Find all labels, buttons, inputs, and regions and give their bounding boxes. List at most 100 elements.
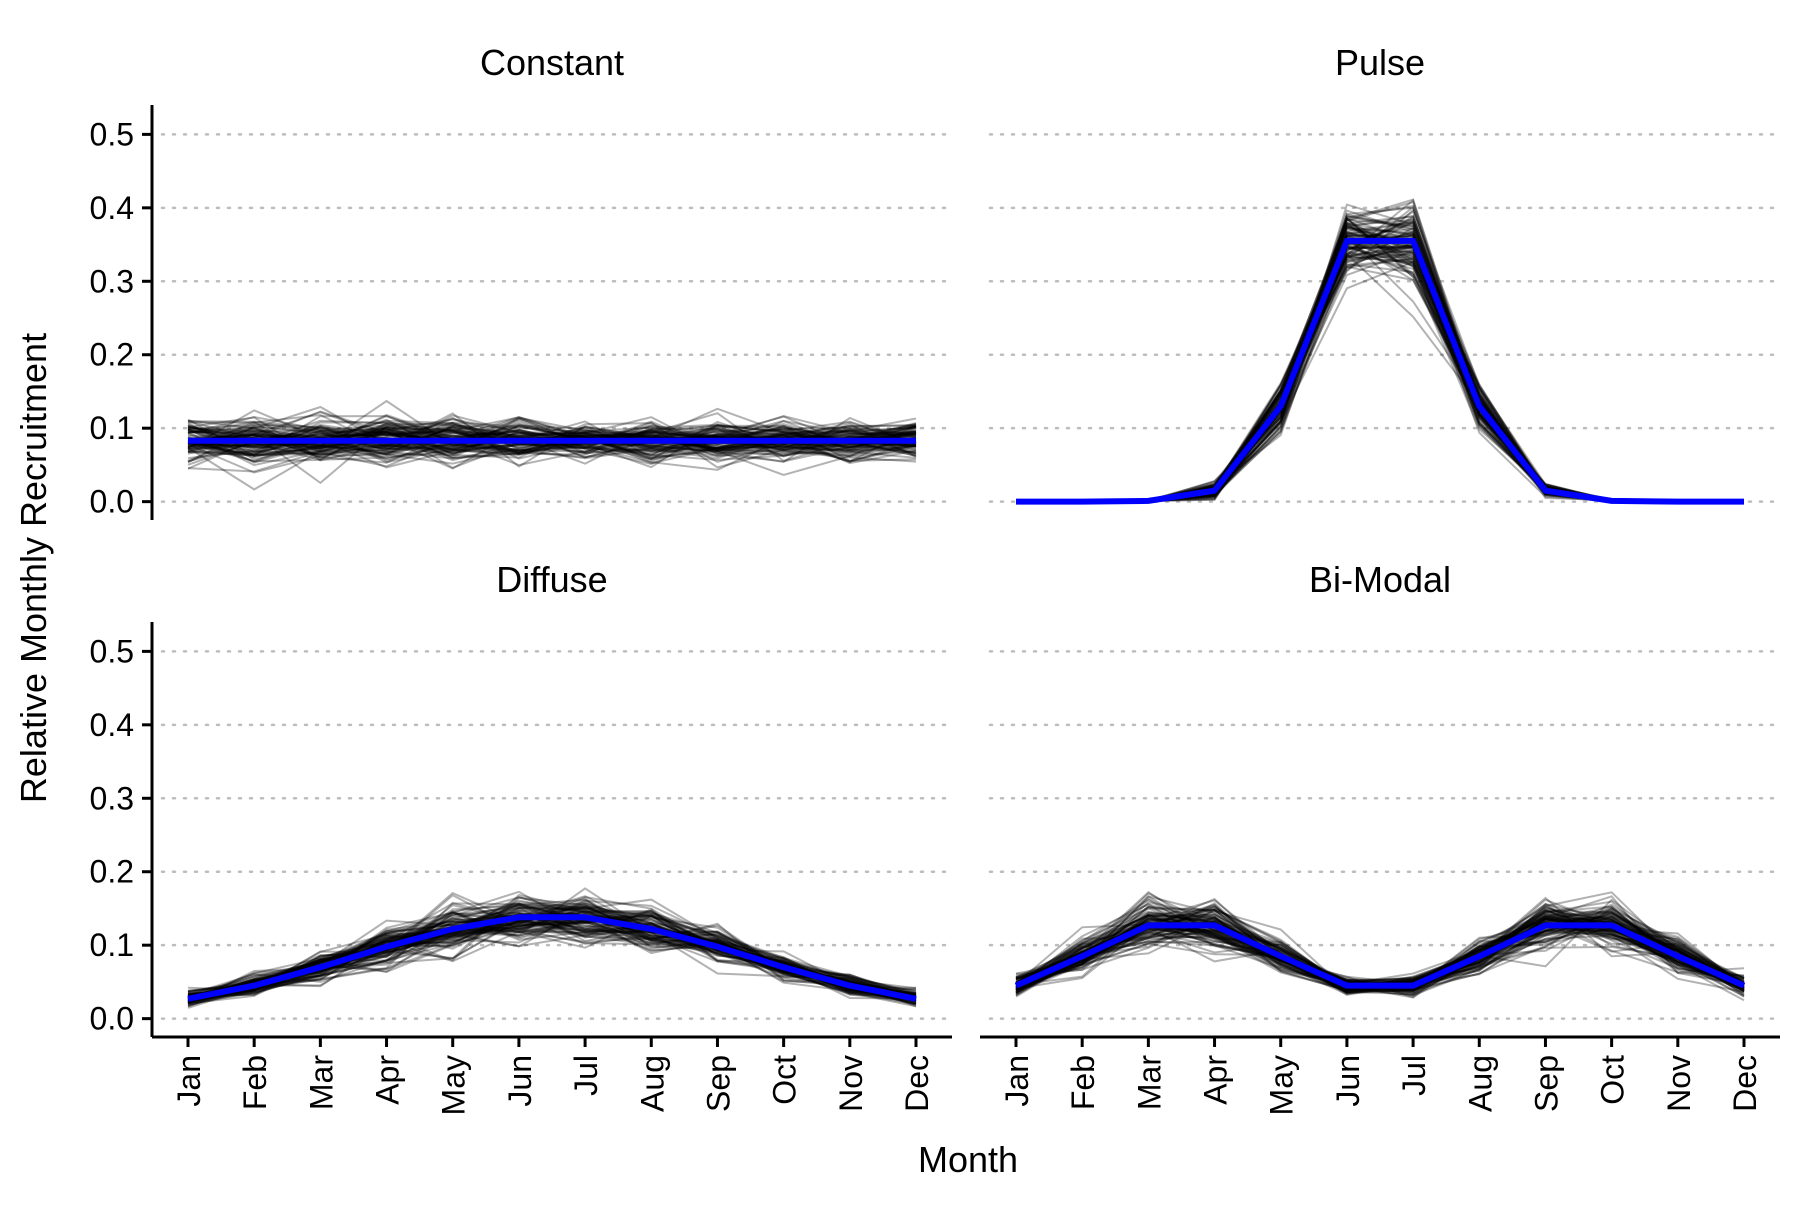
simulation-line (1016, 240, 1744, 503)
simulation-line (187, 423, 917, 462)
simulation-line (1016, 249, 1744, 503)
simulation-line (1015, 907, 1745, 994)
simulation-line (187, 419, 917, 464)
simulation-line (187, 412, 917, 462)
simulation-line (1016, 237, 1744, 503)
simulation-line (187, 898, 917, 1005)
simulation-line (187, 901, 917, 1005)
x-tick-label: Jan (171, 1055, 207, 1107)
simulation-line (187, 913, 917, 1002)
simulation-line (187, 422, 917, 452)
simulation-line (1016, 221, 1744, 503)
x-tick-label: Apr (370, 1055, 406, 1105)
simulation-line (1016, 243, 1744, 503)
simulation-line (187, 419, 917, 463)
x-tick-label: Oct (1595, 1055, 1631, 1105)
simulation-line (1016, 221, 1744, 503)
y-tick-label: 0.3 (90, 263, 134, 299)
simulation-line (187, 928, 917, 1004)
simulation-line (187, 423, 917, 448)
x-tick-label: Aug (1462, 1055, 1498, 1112)
x-tick-label: Mar (303, 1055, 339, 1110)
x-tick-label: Sep (1528, 1055, 1564, 1112)
simulation-line (1015, 908, 1745, 988)
simulation-line (187, 426, 917, 452)
simulation-line (1016, 240, 1744, 503)
simulation-line (187, 927, 917, 1002)
simulation-line (187, 891, 917, 1003)
simulation-line (187, 421, 917, 464)
simulation-line (1016, 238, 1744, 503)
y-tick-label: 0.2 (90, 337, 134, 373)
simulation-line (1015, 914, 1745, 991)
y-tick-label: 0.3 (90, 780, 134, 816)
simulation-line (1016, 257, 1744, 503)
simulation-line (187, 423, 917, 452)
simulation-line (1016, 239, 1744, 503)
y-tick-label: 0.4 (90, 707, 134, 743)
simulation-line (187, 898, 917, 1000)
y-tick-label: 0.1 (90, 927, 134, 963)
simulation-line (1016, 263, 1744, 503)
x-tick-label: May (1264, 1055, 1300, 1115)
simulation-line (1015, 910, 1745, 993)
simulation-line (187, 421, 917, 454)
panel-bi-modal: Bi-Modal Jan Feb Mar Apr May Jun Jul Aug Sep Oct No… (980, 559, 1782, 1115)
simulation-line (187, 914, 917, 997)
panel-diffuse: Diffuse 0.0 0.1 0.2 0.3 0.4 0.5 Jan Feb Mar Apr May… (90, 559, 954, 1115)
simulation-line (187, 902, 917, 1000)
simulation-line (1016, 265, 1744, 503)
x-axis-title: Month (918, 1139, 1018, 1180)
y-tick-label: 0.0 (90, 1001, 134, 1037)
x-tick-label: Apr (1198, 1055, 1234, 1105)
panel-pulse: Pulse (988, 42, 1782, 505)
simulation-line (187, 914, 917, 998)
panel-title: Diffuse (496, 559, 607, 600)
simulation-line (187, 416, 917, 476)
simulation-line (1015, 913, 1745, 988)
simulation-line (1016, 255, 1744, 503)
x-tick-label: Sep (700, 1055, 736, 1112)
simulation-line (187, 431, 917, 460)
simulation-line (187, 422, 917, 462)
simulation-line (1016, 250, 1744, 503)
x-tick-label: Jul (568, 1055, 604, 1096)
simulation-line (187, 906, 917, 996)
x-tick-label: Nov (833, 1055, 869, 1112)
simulation-line (187, 426, 917, 456)
simulation-line (187, 426, 917, 452)
simulation-line (187, 919, 917, 1002)
simulation-line (1016, 222, 1744, 503)
simulation-line (187, 420, 917, 470)
simulation-line (1016, 230, 1744, 503)
simulation-line (187, 913, 917, 999)
simulation-line (187, 423, 917, 461)
y-tick-label: 0.0 (90, 484, 134, 520)
simulation-traces (187, 887, 917, 1009)
y-tick-label: 0.5 (90, 633, 134, 669)
y-axis-title: Relative Monthly Recruitment (13, 333, 54, 803)
simulation-line (187, 911, 917, 996)
simulation-line (187, 416, 917, 464)
simulation-line (187, 911, 917, 1000)
simulation-line (187, 425, 917, 456)
x-tick-label: Mar (1131, 1055, 1167, 1110)
simulation-line (1016, 248, 1744, 503)
simulation-line (187, 424, 917, 459)
simulation-line (1016, 222, 1744, 503)
simulation-line (1015, 919, 1745, 999)
simulation-line (187, 420, 917, 464)
simulation-line (187, 890, 917, 1003)
simulation-line (1015, 902, 1745, 993)
simulation-line (187, 909, 917, 1006)
simulation-line (1016, 252, 1744, 503)
simulation-line (187, 423, 917, 463)
simulation-line (187, 921, 917, 1000)
simulation-line (187, 415, 917, 465)
panels-layer: Constant 0.0 0.1 0.2 0.3 0.4 0.5 Pulse Diffuse 0.… (90, 42, 1782, 1115)
simulation-line (1015, 909, 1745, 992)
simulation-line (187, 425, 917, 465)
simulation-line (1015, 912, 1745, 994)
